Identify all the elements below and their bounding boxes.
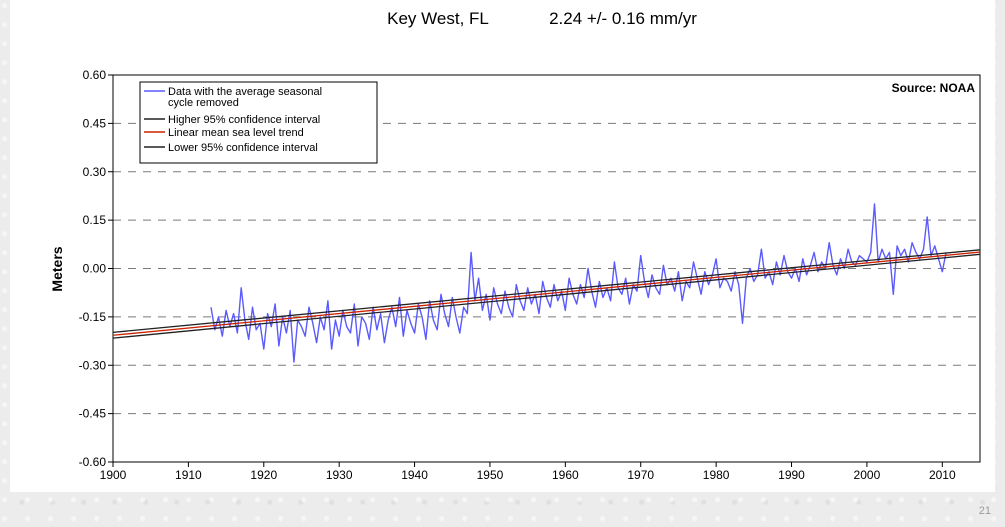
y-tick-label: -0.45	[79, 407, 107, 421]
x-tick-label: 1990	[778, 468, 805, 482]
legend-label: Higher 95% confidence interval	[168, 114, 320, 126]
x-tick-label: 2010	[929, 468, 956, 482]
legend-label: Lower 95% confidence interval	[168, 142, 318, 154]
x-tick-label: 1900	[100, 468, 127, 482]
x-tick-label: 1920	[250, 468, 277, 482]
higher-ci-line	[112, 249, 981, 334]
y-axis-label: Meters	[49, 246, 65, 291]
sea-level-chart: Key West, FL 2.24 +/- 0.16 mm/yr Meters …	[49, 9, 981, 482]
chart-trend-label: 2.24 +/- 0.16 mm/yr	[549, 9, 697, 28]
lower-ci-line	[112, 253, 981, 339]
x-tick-label: 1960	[552, 468, 579, 482]
x-tick-label: 1910	[175, 468, 202, 482]
y-tick-label: -0.30	[79, 358, 107, 372]
y-tick-label: -0.15	[79, 310, 107, 324]
legend-label: Data with the average seasonal	[168, 86, 322, 98]
y-tick-label: -0.60	[79, 455, 107, 469]
slide-number: 21	[978, 505, 991, 517]
x-tick-label: 1980	[703, 468, 730, 482]
x-tick-label: 2000	[854, 468, 881, 482]
x-tick-label: 1950	[477, 468, 504, 482]
data-series-line	[210, 203, 947, 363]
x-tick-label: 1930	[326, 468, 353, 482]
x-tick-label: 1970	[627, 468, 654, 482]
x-tick-label: 1940	[401, 468, 428, 482]
y-tick-label: 0.15	[83, 213, 107, 227]
source-label: Source: NOAA	[892, 81, 976, 95]
y-tick-label: 0.60	[83, 68, 107, 82]
legend-label: Linear mean sea level trend	[168, 127, 304, 139]
legend-label: cycle removed	[168, 97, 239, 109]
trend-line	[112, 251, 981, 336]
y-tick-label: 0.30	[83, 165, 107, 179]
chart-title: Key West, FL	[387, 9, 489, 28]
y-tick-label: 0.00	[83, 262, 107, 276]
chart-panel: Key West, FL 2.24 +/- 0.16 mm/yr Meters …	[10, 0, 995, 492]
legend-box	[139, 81, 378, 164]
y-tick-label: 0.45	[83, 116, 107, 130]
plot-area-frame	[112, 74, 981, 463]
